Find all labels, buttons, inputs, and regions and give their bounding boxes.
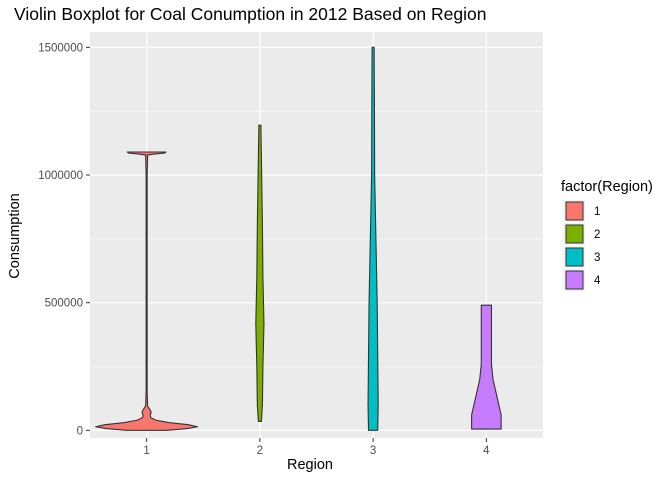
y-axis-title: Consumption [7,193,23,278]
x-tick-label: 4 [483,445,490,457]
y-axis: 0 500000 1000000 1500000 [38,42,90,437]
legend-label-2: 2 [594,229,600,241]
legend-swatch-3 [565,247,584,267]
legend-label-3: 3 [594,252,600,264]
violin-region-2 [255,124,265,422]
y-tick-label: 500000 [45,298,83,310]
legend-label-4: 4 [594,275,601,287]
y-tick-label: 1500000 [38,42,83,54]
x-tick-label: 1 [143,445,149,457]
legend-swatch-2 [565,224,584,244]
legend: factor(Region) 1 2 3 4 [561,179,653,291]
chart-title: Violin Boxplot for Coal Conumption in 20… [14,4,486,24]
y-tick-label: 0 [77,425,83,437]
plot-panel [90,32,543,438]
x-tick-label: 3 [370,445,376,457]
legend-title: factor(Region) [561,179,653,195]
violin-region-1 [95,151,199,431]
legend-label-1: 1 [594,206,600,218]
x-axis: 1 2 3 4 [143,438,490,457]
legend-swatch-4 [565,270,584,290]
violin-region-3 [367,46,379,431]
violins [95,46,502,431]
x-tick-label: 2 [257,445,263,457]
violin-region-4 [471,304,502,430]
legend-swatch-1 [565,201,584,221]
y-tick-label: 1000000 [38,170,83,182]
x-axis-title: Region [287,457,333,473]
